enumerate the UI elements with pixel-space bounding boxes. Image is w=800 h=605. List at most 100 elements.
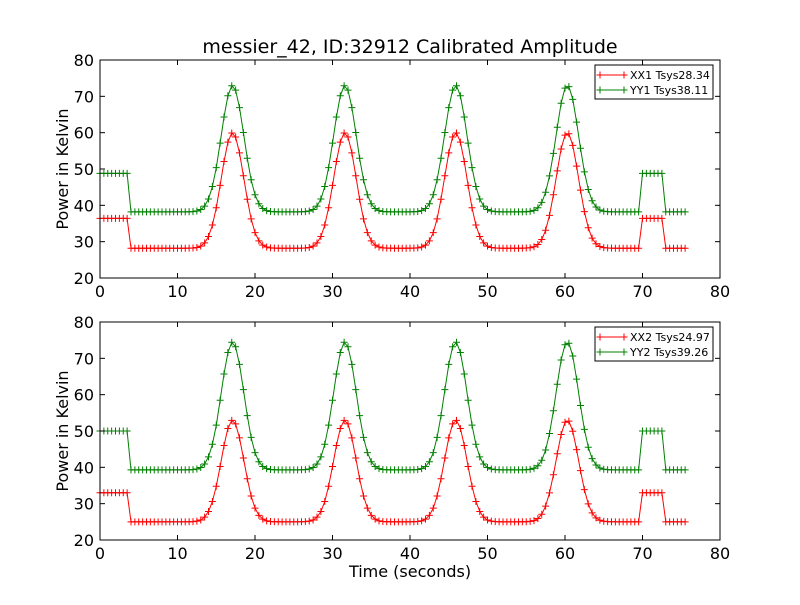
data-point — [208, 183, 216, 191]
data-point — [251, 449, 259, 457]
data-point — [557, 145, 565, 153]
data-point — [480, 460, 488, 468]
data-point — [360, 176, 367, 184]
series-line — [100, 131, 686, 249]
series-xx — [96, 416, 689, 526]
data-point — [584, 500, 592, 508]
legend-entry: XX1 Tsys28.34 — [630, 69, 710, 82]
data-point — [247, 492, 255, 500]
data-point — [418, 207, 426, 215]
data-point — [208, 497, 216, 505]
data-point — [592, 514, 600, 522]
data-point — [542, 446, 550, 454]
data-point — [453, 416, 460, 424]
data-point — [352, 172, 360, 180]
data-point — [530, 464, 538, 472]
data-point — [348, 360, 356, 368]
data-point — [236, 434, 243, 442]
data-point — [437, 412, 445, 420]
x-tick-label: 40 — [400, 282, 420, 301]
data-point — [445, 149, 453, 157]
data-point — [429, 229, 437, 237]
data-point — [526, 465, 534, 473]
data-point — [565, 83, 573, 91]
data-point — [305, 243, 313, 251]
data-point — [588, 234, 596, 242]
data-point — [681, 466, 689, 474]
data-point — [534, 204, 542, 212]
data-point — [569, 427, 577, 435]
data-point — [480, 513, 488, 521]
data-point — [553, 167, 561, 175]
data-point — [255, 511, 263, 519]
legend-box — [594, 64, 714, 100]
data-point — [263, 465, 271, 473]
data-point — [193, 243, 201, 251]
data-point — [228, 338, 236, 346]
data-point — [216, 396, 224, 404]
data-point — [356, 154, 364, 162]
data-point — [484, 242, 491, 250]
x-tick-label: 30 — [322, 282, 342, 301]
data-point — [534, 240, 542, 248]
data-point — [239, 172, 247, 180]
data-point — [232, 420, 240, 428]
data-point — [367, 458, 375, 466]
x-tick-label: 10 — [167, 282, 187, 301]
data-point — [635, 244, 643, 252]
data-point — [468, 204, 476, 212]
data-point — [565, 417, 573, 425]
data-point — [239, 386, 247, 394]
data-point — [592, 240, 600, 248]
data-point — [352, 454, 360, 462]
y-tick-label: 70 — [74, 349, 94, 368]
x-tick-label: 40 — [400, 544, 420, 563]
data-point — [456, 348, 464, 356]
data-point — [224, 424, 232, 432]
data-point — [123, 489, 131, 497]
data-point — [329, 396, 336, 404]
data-point — [197, 206, 205, 214]
data-point — [472, 183, 480, 191]
data-point — [681, 518, 689, 526]
data-point — [441, 129, 449, 137]
data-point — [340, 416, 348, 424]
data-point — [596, 516, 604, 524]
data-point — [228, 416, 236, 424]
data-point — [363, 449, 371, 457]
data-point — [557, 430, 565, 438]
data-point — [580, 168, 588, 176]
data-point — [205, 232, 212, 240]
data-point — [263, 207, 271, 215]
data-point — [259, 241, 267, 249]
data-point — [464, 462, 472, 470]
series-line — [100, 419, 686, 523]
data-point — [681, 244, 689, 252]
data-point — [321, 183, 329, 191]
legend-swatch-marker — [596, 333, 604, 341]
data-point — [449, 343, 457, 351]
data-point — [243, 412, 251, 420]
data-point — [414, 207, 422, 215]
y-tick-label: 20 — [74, 531, 94, 550]
data-point — [530, 517, 538, 525]
data-point — [464, 139, 472, 147]
data-point — [476, 507, 484, 515]
data-point — [344, 420, 352, 428]
data-point — [530, 206, 538, 214]
data-point — [201, 460, 209, 468]
data-point — [367, 200, 375, 208]
data-point — [596, 242, 604, 250]
data-point — [456, 92, 464, 100]
x-tick-label: 20 — [245, 282, 265, 301]
data-point — [336, 138, 344, 146]
legend-swatch-marker — [596, 348, 604, 356]
data-point — [228, 129, 236, 137]
data-point — [453, 338, 460, 346]
data-point — [577, 402, 584, 410]
y-axis-label: Power in Kelvin — [53, 108, 72, 229]
data-point — [325, 164, 333, 172]
y-tick-label: 80 — [74, 313, 94, 332]
data-point — [542, 502, 550, 510]
